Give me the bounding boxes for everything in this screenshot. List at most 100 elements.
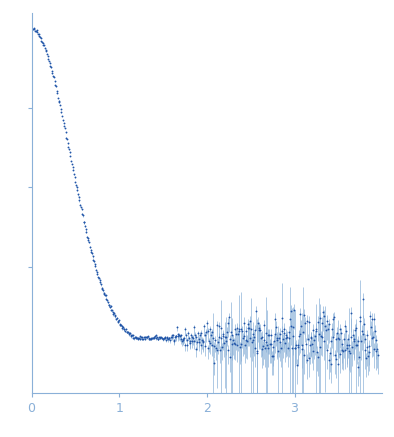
Point bbox=[42, 45, 48, 52]
Point bbox=[373, 347, 379, 354]
Point bbox=[257, 326, 263, 333]
Point bbox=[336, 351, 343, 358]
Point bbox=[275, 347, 281, 354]
Point bbox=[244, 337, 250, 344]
Point bbox=[101, 290, 108, 297]
Point bbox=[178, 332, 184, 339]
Point bbox=[315, 318, 322, 325]
Point bbox=[273, 323, 279, 330]
Point bbox=[269, 353, 275, 360]
Point bbox=[338, 329, 344, 336]
Point bbox=[89, 250, 95, 257]
Point bbox=[326, 357, 333, 364]
Point bbox=[67, 149, 73, 156]
Point bbox=[358, 337, 364, 344]
Point bbox=[370, 345, 377, 352]
Point bbox=[225, 347, 231, 354]
Point bbox=[197, 329, 204, 336]
Point bbox=[333, 335, 339, 342]
Point bbox=[355, 364, 362, 371]
Point bbox=[249, 338, 255, 345]
Point bbox=[132, 334, 139, 341]
Point bbox=[140, 335, 146, 342]
Point bbox=[93, 266, 99, 273]
Point bbox=[310, 348, 316, 355]
Point bbox=[247, 318, 253, 325]
Point bbox=[348, 309, 354, 316]
Point bbox=[84, 233, 90, 240]
Point bbox=[48, 64, 54, 71]
Point bbox=[265, 345, 271, 352]
Point bbox=[350, 332, 356, 339]
Point bbox=[346, 341, 353, 348]
Point bbox=[76, 193, 82, 200]
Point bbox=[202, 343, 208, 350]
Point bbox=[163, 336, 169, 343]
Point bbox=[246, 324, 252, 331]
Point bbox=[88, 249, 95, 256]
Point bbox=[188, 331, 194, 338]
Point bbox=[329, 325, 335, 332]
Point bbox=[80, 212, 86, 219]
Point bbox=[109, 307, 115, 314]
Point bbox=[175, 331, 182, 338]
Point bbox=[292, 345, 298, 352]
Point bbox=[113, 316, 119, 323]
Point bbox=[344, 341, 350, 348]
Point bbox=[299, 346, 305, 353]
Point bbox=[182, 342, 188, 349]
Point bbox=[156, 334, 162, 341]
Point bbox=[98, 284, 105, 291]
Point bbox=[59, 112, 65, 119]
Point bbox=[282, 340, 288, 347]
Point bbox=[191, 338, 197, 345]
Point bbox=[110, 309, 116, 316]
Point bbox=[327, 349, 333, 356]
Point bbox=[239, 327, 245, 334]
Point bbox=[112, 312, 119, 319]
Point bbox=[232, 326, 238, 333]
Point bbox=[320, 308, 326, 315]
Point bbox=[303, 340, 309, 347]
Point bbox=[105, 298, 111, 305]
Point bbox=[324, 347, 331, 354]
Point bbox=[173, 333, 179, 340]
Point bbox=[220, 333, 227, 340]
Point bbox=[137, 333, 143, 340]
Point bbox=[210, 335, 216, 342]
Point bbox=[49, 69, 56, 76]
Point bbox=[340, 348, 346, 355]
Point bbox=[193, 333, 200, 340]
Point bbox=[288, 307, 294, 314]
Point bbox=[98, 281, 104, 288]
Point bbox=[80, 219, 87, 226]
Point bbox=[201, 323, 207, 330]
Point bbox=[102, 292, 109, 299]
Point bbox=[346, 347, 352, 354]
Point bbox=[374, 346, 380, 353]
Point bbox=[66, 146, 72, 153]
Point bbox=[100, 287, 106, 294]
Point bbox=[351, 337, 357, 344]
Point bbox=[226, 313, 232, 320]
Point bbox=[97, 276, 103, 283]
Point bbox=[325, 321, 332, 328]
Point bbox=[71, 174, 78, 181]
Point bbox=[296, 333, 302, 340]
Point bbox=[371, 315, 377, 322]
Point bbox=[250, 336, 256, 343]
Point bbox=[57, 101, 63, 108]
Point bbox=[240, 333, 247, 340]
Point bbox=[139, 334, 146, 341]
Point bbox=[33, 27, 40, 34]
Point bbox=[92, 262, 98, 269]
Point bbox=[40, 39, 46, 46]
Point bbox=[369, 316, 375, 323]
Point bbox=[212, 336, 218, 343]
Point bbox=[372, 327, 378, 334]
Point bbox=[51, 78, 58, 85]
Point bbox=[291, 307, 297, 314]
Point bbox=[122, 327, 128, 334]
Point bbox=[323, 326, 329, 333]
Point bbox=[312, 328, 319, 335]
